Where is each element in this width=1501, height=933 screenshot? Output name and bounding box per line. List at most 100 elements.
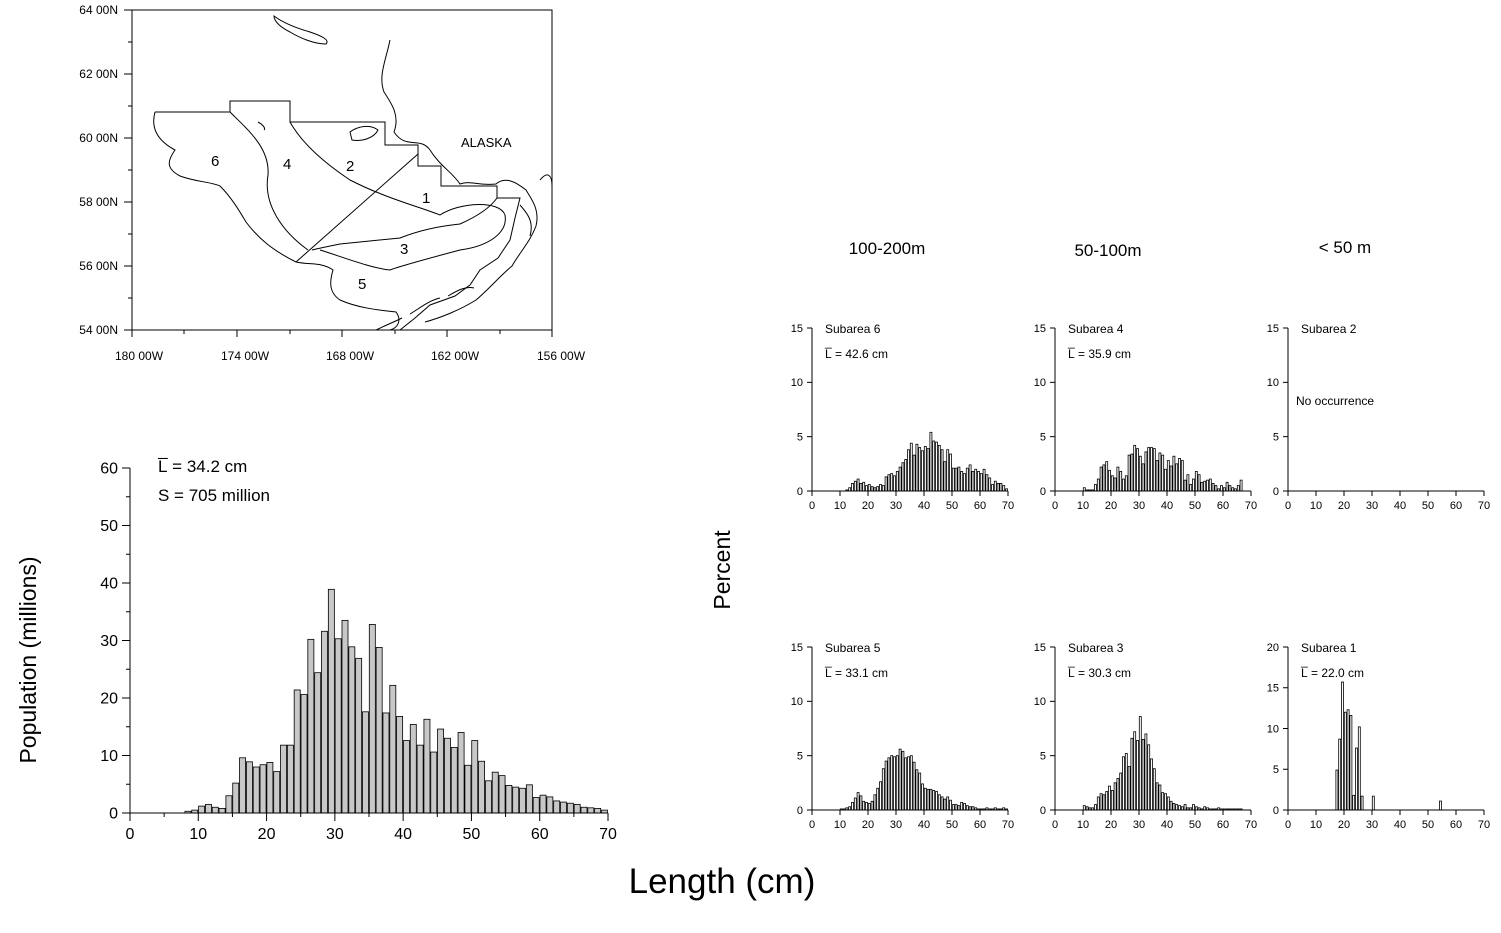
histogram-bar [409, 724, 417, 814]
x-tick-label: 30 [1133, 819, 1145, 831]
histogram-bar [873, 794, 877, 811]
histogram-bar [382, 712, 390, 814]
x-tick-label: 60 [974, 500, 986, 512]
y-tick-label: 0 [797, 805, 803, 817]
x-tick-label: 40 [1394, 819, 1406, 831]
x-tick-label: 50 [1422, 819, 1434, 831]
x-tick-label: 0 [1052, 500, 1058, 512]
subarea-panel: 0 5 10 15 20 0 10 20 30 40 50 60 70 Subarea 1 L̅ = 22.… [1267, 641, 1490, 831]
histogram-bar [991, 484, 994, 492]
alaska-peninsula [311, 197, 498, 251]
histogram-bar [1164, 468, 1167, 492]
histogram-bar [1133, 731, 1137, 811]
study-area-map: 64 00N 62 00N 60 00N 58 00N 56 00N 54 00… [79, 3, 585, 363]
histogram-bar [912, 761, 916, 811]
histogram-bar [546, 796, 554, 814]
subarea-panel: 0 5 10 15 0 10 20 30 40 50 60 70 Subarea 3 L̅ = 30.3 … [1034, 641, 1257, 831]
main-chart-marks: 0 10 20 30 40 50 60 0 10 20 30 40 50 60 70 [100, 461, 617, 843]
x-tick-label: 60 [1450, 500, 1462, 512]
subarea-panel: 0 5 10 15 0 10 20 30 40 50 60 70 Subarea 6 L̅ = 42.6 … [791, 322, 1014, 512]
histogram-bar [341, 619, 349, 814]
histogram-bar [1236, 485, 1240, 492]
depth-header: < 50 m [1319, 238, 1371, 257]
x-tick-label: 50 [463, 826, 481, 843]
x-tick-label: 20 [862, 819, 874, 831]
histogram-bar [912, 454, 916, 492]
histogram-bar [505, 785, 513, 814]
histogram-bar [232, 782, 240, 814]
x-tick-label: 40 [918, 819, 930, 831]
histogram-bar [1108, 785, 1111, 811]
histogram-bar [1338, 738, 1342, 811]
subarea-panel: 0 5 10 15 0 10 20 30 40 50 60 70 Subarea 4 L̅ = 35.9 … [1034, 322, 1257, 512]
main-population-annotation: S = 705 million [158, 486, 270, 505]
histogram-bar [1147, 744, 1151, 811]
panels-y-axis-label: Percent [709, 530, 735, 610]
lat-label: 60 00N [79, 131, 118, 145]
histogram-bar [859, 482, 863, 492]
lon-label: 156 00W [537, 349, 586, 363]
histogram-bar [314, 672, 322, 814]
histogram-bar [389, 684, 397, 814]
x-tick-label: 50 [946, 500, 958, 512]
y-tick-label: 20 [100, 691, 118, 708]
histogram-bar [932, 440, 936, 492]
y-tick-label: 50 [100, 518, 118, 535]
x-tick-label: 40 [1161, 819, 1173, 831]
histogram-bar [1175, 804, 1179, 811]
histogram-bar [1096, 796, 1100, 811]
histogram-bar [512, 786, 520, 814]
histogram-bar [1133, 444, 1137, 492]
histogram-bar [865, 485, 868, 492]
panel-mean-label: L̅ = 42.6 cm [824, 347, 888, 361]
histogram-bar [954, 467, 958, 492]
histogram-bar [1144, 733, 1148, 811]
histogram-bar [879, 484, 882, 492]
aleutian-islands [375, 287, 475, 331]
histogram-bar [1161, 792, 1165, 811]
y-tick-label: 20 [1267, 642, 1279, 654]
x-tick-label: 70 [599, 826, 617, 843]
histogram-bar [1352, 794, 1356, 811]
histogram-bar [915, 769, 919, 811]
histogram-bar [963, 803, 966, 811]
histogram-bar [560, 801, 567, 814]
x-tick-label: 40 [394, 826, 412, 843]
histogram-bar [280, 744, 287, 814]
histogram-bar [566, 802, 574, 814]
histogram-bar [940, 796, 944, 811]
histogram-bar [519, 787, 526, 814]
histogram-bar [876, 787, 880, 811]
histogram-bar [1102, 464, 1106, 492]
histogram-bar [423, 718, 431, 814]
histogram-bar [1099, 793, 1103, 811]
main-population-histogram: 0 10 20 30 40 50 60 0 10 20 30 40 50 60 70 [100, 461, 617, 843]
island-nunivak [349, 125, 379, 141]
x-tick-label: 10 [1310, 500, 1322, 512]
histogram-bar [918, 772, 922, 811]
survey-boundary [155, 100, 521, 331]
histogram-bar [1094, 804, 1097, 811]
histogram-bar [935, 441, 938, 492]
histogram-bar [957, 805, 961, 811]
histogram-bar [1113, 477, 1117, 492]
histogram-bar [893, 475, 896, 492]
histogram-bar [1200, 481, 1204, 492]
histogram-bar [594, 808, 602, 814]
histogram-bar [1113, 782, 1117, 811]
main-y-axis-label: Population (millions) [15, 556, 41, 763]
histogram-bar [926, 788, 930, 811]
histogram-bar [1138, 716, 1142, 811]
histogram-bar [1158, 784, 1162, 811]
histogram-bar [904, 757, 908, 811]
histogram-bar [491, 771, 499, 814]
histogram-bar [198, 805, 206, 814]
histogram-bar [974, 468, 978, 492]
histogram-bar [1105, 791, 1109, 811]
histogram-bar [1122, 478, 1125, 492]
x-tick-label: 20 [1105, 819, 1117, 831]
histogram-bar [988, 477, 992, 492]
subarea-number: 5 [358, 276, 366, 293]
histogram-bar [1192, 478, 1195, 492]
histogram-bar [1119, 772, 1123, 811]
